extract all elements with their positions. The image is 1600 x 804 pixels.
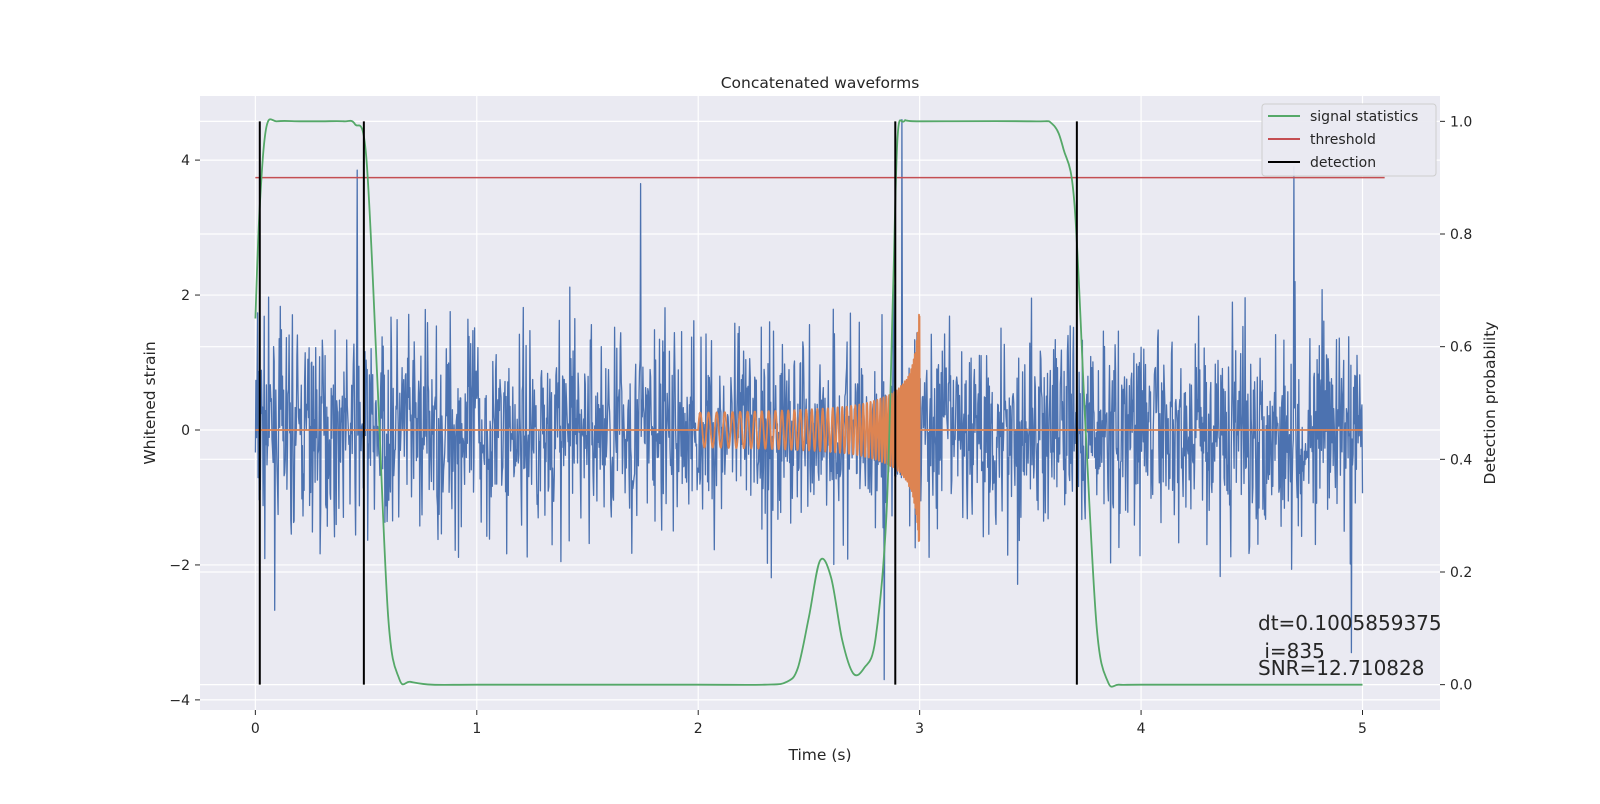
y2-axis-label: Detection probability: [1481, 322, 1499, 485]
legend-box: [1261, 103, 1437, 177]
annotation-i: i=835: [1258, 639, 1325, 663]
x-axis-label: Time (s): [787, 746, 851, 764]
x-tick-label: 3: [915, 721, 924, 737]
y2-tick-label: 0.0: [1450, 678, 1472, 694]
legend-label-threshold: threshold: [1310, 132, 1376, 148]
template-waveform-line: [255, 313, 1363, 542]
y-tick-label: 0: [181, 423, 190, 439]
y-axis-label: Whitened strain: [141, 341, 159, 464]
chart-marks: [254, 118, 1385, 688]
y2-tick-label: 0.4: [1450, 452, 1472, 468]
y-tick-label: −2: [169, 558, 190, 574]
y2-tick-label: 0.8: [1450, 227, 1472, 243]
x-tick-label: 1: [472, 721, 481, 737]
y-tick-label: 4: [181, 153, 190, 169]
x-tick-label: 0: [251, 721, 260, 737]
annotation-dt: dt=0.1005859375: [1258, 611, 1442, 635]
axis-ticks: 0 1 2 3 4 5 −4 −2 0 2 4 0.0 0.2 0.4 0.6 0.8 1.0: [169, 114, 1472, 737]
chart-title: Concatenated waveforms: [721, 74, 920, 92]
y2-tick-label: 0.6: [1450, 340, 1472, 356]
y2-tick-label: 1.0: [1450, 114, 1472, 130]
x-tick-label: 4: [1137, 721, 1146, 737]
legend: signal statistics threshold detection: [1261, 103, 1437, 177]
y-tick-label: −4: [169, 693, 190, 709]
x-tick-label: 5: [1358, 721, 1367, 737]
y-tick-label: 2: [181, 288, 190, 304]
x-tick-label: 2: [694, 721, 703, 737]
y2-tick-label: 0.2: [1450, 565, 1472, 581]
annotation-snr: SNR=12.710828: [1258, 656, 1424, 680]
legend-label-signal-statistics: signal statistics: [1310, 109, 1418, 125]
whitened-strain-line: [254, 118, 1364, 681]
legend-label-detection: detection: [1310, 155, 1376, 171]
